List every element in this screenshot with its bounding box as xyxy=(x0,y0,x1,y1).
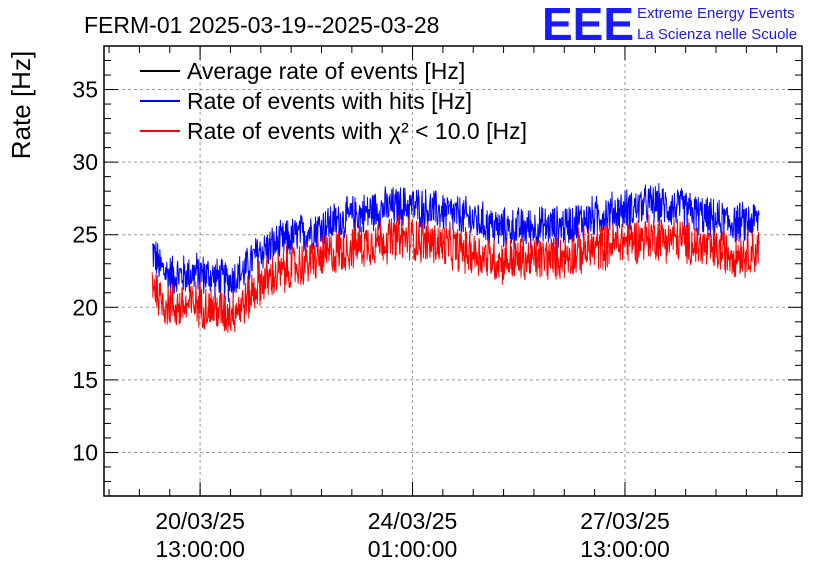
legend: Average rate of events [Hz] Rate of event… xyxy=(140,58,527,144)
x-tick-label-date: 24/03/25 xyxy=(368,508,458,534)
x-tick-label-date: 27/03/25 xyxy=(580,508,670,534)
y-tick-label: 30 xyxy=(72,149,98,175)
x-tick-label-time: 01:00:00 xyxy=(368,536,458,562)
y-tick-label: 20 xyxy=(72,294,98,320)
y-tick-label: 15 xyxy=(72,367,98,393)
legend-label-2: Rate of events with χ² < 10.0 [Hz] xyxy=(187,118,527,144)
series-line-1 xyxy=(151,183,760,303)
x-tick-label-time: 13:00:00 xyxy=(580,536,670,562)
y-tick-label: 25 xyxy=(72,222,98,248)
logo-mark: EEE xyxy=(542,0,634,50)
x-tick-label-date: 20/03/25 xyxy=(155,508,245,534)
y-axis-label: Rate [Hz] xyxy=(6,51,36,159)
y-tick-label: 10 xyxy=(72,439,98,465)
axes: 10152025303520/03/2513:00:0024/03/2501:0… xyxy=(72,45,803,562)
logo-line-1: Extreme Energy Events xyxy=(637,5,795,22)
y-tick-label: 35 xyxy=(72,77,98,103)
legend-label-0: Average rate of events [Hz] xyxy=(187,58,465,84)
chart-title: FERM-01 2025-03-19--2025-03-28 xyxy=(84,12,439,38)
plot-frame xyxy=(103,45,803,497)
eee-logo: EEE Extreme Energy Events La Scienza nel… xyxy=(542,0,797,50)
logo-line-2: La Scienza nelle Scuole xyxy=(637,26,797,43)
x-tick-label-time: 13:00:00 xyxy=(155,536,245,562)
series-line-2 xyxy=(151,214,760,333)
legend-label-1: Rate of events with hits [Hz] xyxy=(187,88,472,114)
series-plot xyxy=(151,183,760,333)
